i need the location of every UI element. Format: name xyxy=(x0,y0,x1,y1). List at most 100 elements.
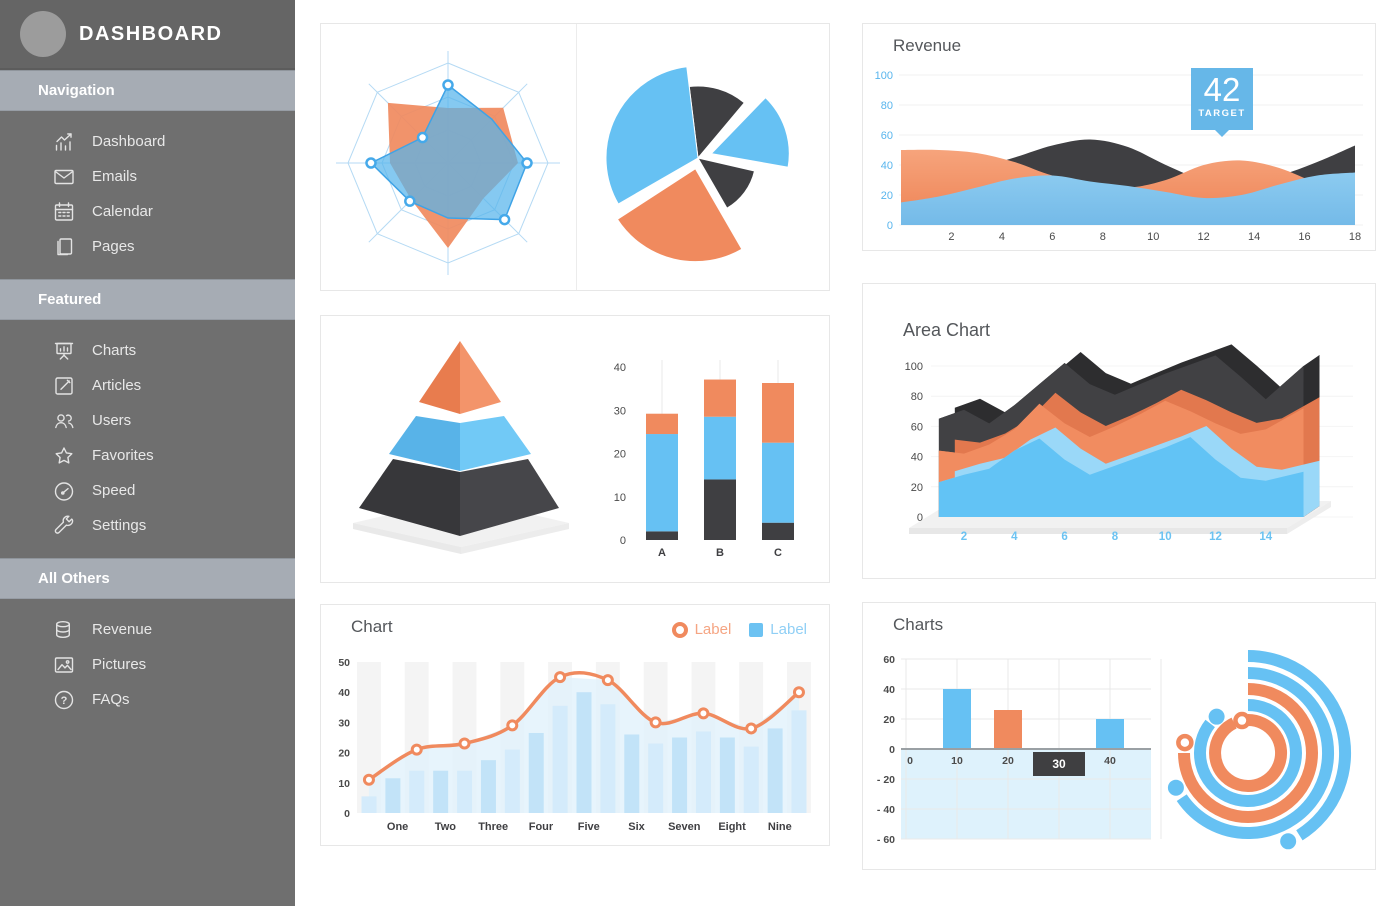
sidebar-item-charts[interactable]: Charts xyxy=(0,333,295,368)
pyramid-chart-container xyxy=(321,316,576,582)
svg-text:0: 0 xyxy=(344,808,350,820)
sidebar-item-settings[interactable]: Settings xyxy=(0,508,295,543)
ring-icon xyxy=(671,621,688,638)
svg-text:40: 40 xyxy=(883,684,895,696)
svg-text:0: 0 xyxy=(887,220,893,232)
svg-text:Five: Five xyxy=(578,821,600,833)
svg-text:B: B xyxy=(716,547,724,559)
svg-text:0: 0 xyxy=(889,744,895,756)
charts-panel-title: Charts xyxy=(893,615,944,634)
sidebar-item-label: Settings xyxy=(92,517,147,534)
svg-text:8: 8 xyxy=(1112,531,1119,543)
sidebar-section-header-all-others: All Others xyxy=(0,558,295,599)
svg-text:10: 10 xyxy=(1147,231,1159,243)
question-circle-icon: ? xyxy=(52,688,76,712)
svg-text:10: 10 xyxy=(1159,531,1172,543)
svg-text:100: 100 xyxy=(875,70,893,82)
legend-item-line[interactable]: Label xyxy=(671,621,731,638)
sidebar-item-pictures[interactable]: Pictures xyxy=(0,647,295,682)
svg-text:60: 60 xyxy=(881,130,893,142)
panel-radar-pie xyxy=(320,23,830,291)
svg-text:10: 10 xyxy=(338,778,350,790)
svg-text:20: 20 xyxy=(911,482,923,494)
sidebar-item-label: Pages xyxy=(92,238,135,255)
sidebar-item-revenue[interactable]: Revenue xyxy=(0,612,295,647)
sidebar-item-label: Articles xyxy=(92,377,142,394)
sidebar-item-speed[interactable]: Speed xyxy=(0,473,295,508)
target-value: 42 xyxy=(1203,71,1241,108)
svg-text:14: 14 xyxy=(1259,531,1272,543)
sidebar-item-label: FAQs xyxy=(92,691,130,708)
sidebar-item-emails[interactable]: Emails xyxy=(0,159,295,194)
wrench-icon xyxy=(52,514,76,538)
sidebar-item-label: Users xyxy=(92,412,132,429)
sidebar-item-faqs[interactable]: ? FAQs xyxy=(0,682,295,717)
stacked-bar-chart-container: 0 10 20 30 40 A B C xyxy=(576,316,831,582)
dashboard-main: Revenue 0 20 40 60 80 100 2 4 6 8 10 12 14 16 18 42 TA… xyxy=(295,0,1398,906)
svg-text:20: 20 xyxy=(614,449,626,461)
sidebar-section-header-navigation: Navigation xyxy=(0,70,295,111)
svg-text:40: 40 xyxy=(338,687,350,699)
sidebar-section-header-featured: Featured xyxy=(0,279,295,320)
panel-area-chart: Area Chart 0 20 40 60 80 100 2 4 6 8 10 12 14 xyxy=(862,283,1376,579)
svg-text:12: 12 xyxy=(1209,531,1222,543)
svg-text:Eight: Eight xyxy=(718,821,746,833)
svg-text:4: 4 xyxy=(999,231,1005,243)
svg-text:80: 80 xyxy=(881,100,893,112)
svg-text:10: 10 xyxy=(951,755,963,767)
envelope-icon xyxy=(52,165,76,189)
svg-text:?: ? xyxy=(61,694,68,706)
sidebar-item-calendar[interactable]: Calendar xyxy=(0,194,295,229)
pie-chart-container xyxy=(576,24,831,290)
panel-revenue: Revenue 0 20 40 60 80 100 2 4 6 8 10 12 14 16 18 42 TA… xyxy=(862,23,1376,251)
svg-text:60: 60 xyxy=(883,654,895,666)
svg-text:40: 40 xyxy=(881,160,893,172)
sidebar-item-pages[interactable]: Pages xyxy=(0,229,295,264)
legend-item-bars[interactable]: Label xyxy=(749,621,807,638)
svg-text:Two: Two xyxy=(435,821,456,833)
svg-text:10: 10 xyxy=(614,492,626,504)
svg-text:40: 40 xyxy=(1104,755,1116,767)
sidebar-item-articles[interactable]: Articles xyxy=(0,368,295,403)
sidebar-item-users[interactable]: Users xyxy=(0,403,295,438)
pages-icon xyxy=(52,235,76,259)
svg-text:2: 2 xyxy=(948,231,954,243)
panel-combo-chart: Chart Label Label 0 10 20 30 40 50 One Two Three… xyxy=(320,604,830,846)
avatar[interactable] xyxy=(20,11,66,57)
pyramid-chart xyxy=(353,341,569,554)
revenue-panel-title: Revenue xyxy=(893,36,962,55)
svg-text:0: 0 xyxy=(917,512,923,524)
sidebar-item-favorites[interactable]: Favorites xyxy=(0,438,295,473)
sidebar-section-items: Dashboard Emails Calendar Pages xyxy=(0,111,295,279)
svg-text:20: 20 xyxy=(881,190,893,202)
bar-and-radial-charts: 60 40 20 0 - 20 - 40 - 60 0 10 20 30 40 xyxy=(877,650,1352,850)
legend-label: Label xyxy=(770,621,807,638)
svg-text:Three: Three xyxy=(478,821,508,833)
panel-pyramid-bars: 0 10 20 30 40 A B C xyxy=(320,315,830,583)
sidebar-item-label: Favorites xyxy=(92,447,154,464)
sidebar-item-label: Revenue xyxy=(92,621,153,638)
sidebar-header: DASHBOARD xyxy=(0,0,295,70)
selected-xtick-30[interactable] xyxy=(1033,752,1085,776)
coins-icon xyxy=(52,618,76,642)
svg-text:0: 0 xyxy=(620,535,626,547)
svg-text:20: 20 xyxy=(338,748,350,760)
svg-text:100: 100 xyxy=(905,361,923,373)
star-icon xyxy=(52,444,76,468)
square-icon xyxy=(749,622,764,637)
svg-text:0: 0 xyxy=(907,755,913,767)
chart-legend: Label Label xyxy=(671,621,807,638)
sidebar-item-label: Charts xyxy=(92,342,137,359)
area-chart: 0 20 40 60 80 100 2 4 6 8 10 12 14 xyxy=(905,344,1353,543)
svg-text:60: 60 xyxy=(911,421,923,433)
sidebar-item-dashboard[interactable]: Dashboard xyxy=(0,124,295,159)
sidebar-section-items: Charts Articles Users Favorites Speed Setting… xyxy=(0,320,295,558)
pie-chart xyxy=(605,66,790,263)
svg-text:80: 80 xyxy=(911,391,923,403)
stacked-bar-chart: 0 10 20 30 40 A B C xyxy=(614,360,794,559)
sidebar-item-label: Dashboard xyxy=(92,133,166,150)
svg-text:50: 50 xyxy=(338,657,350,669)
sidebar-section-items: Revenue Pictures? FAQs xyxy=(0,599,295,732)
svg-text:4: 4 xyxy=(1011,531,1018,543)
